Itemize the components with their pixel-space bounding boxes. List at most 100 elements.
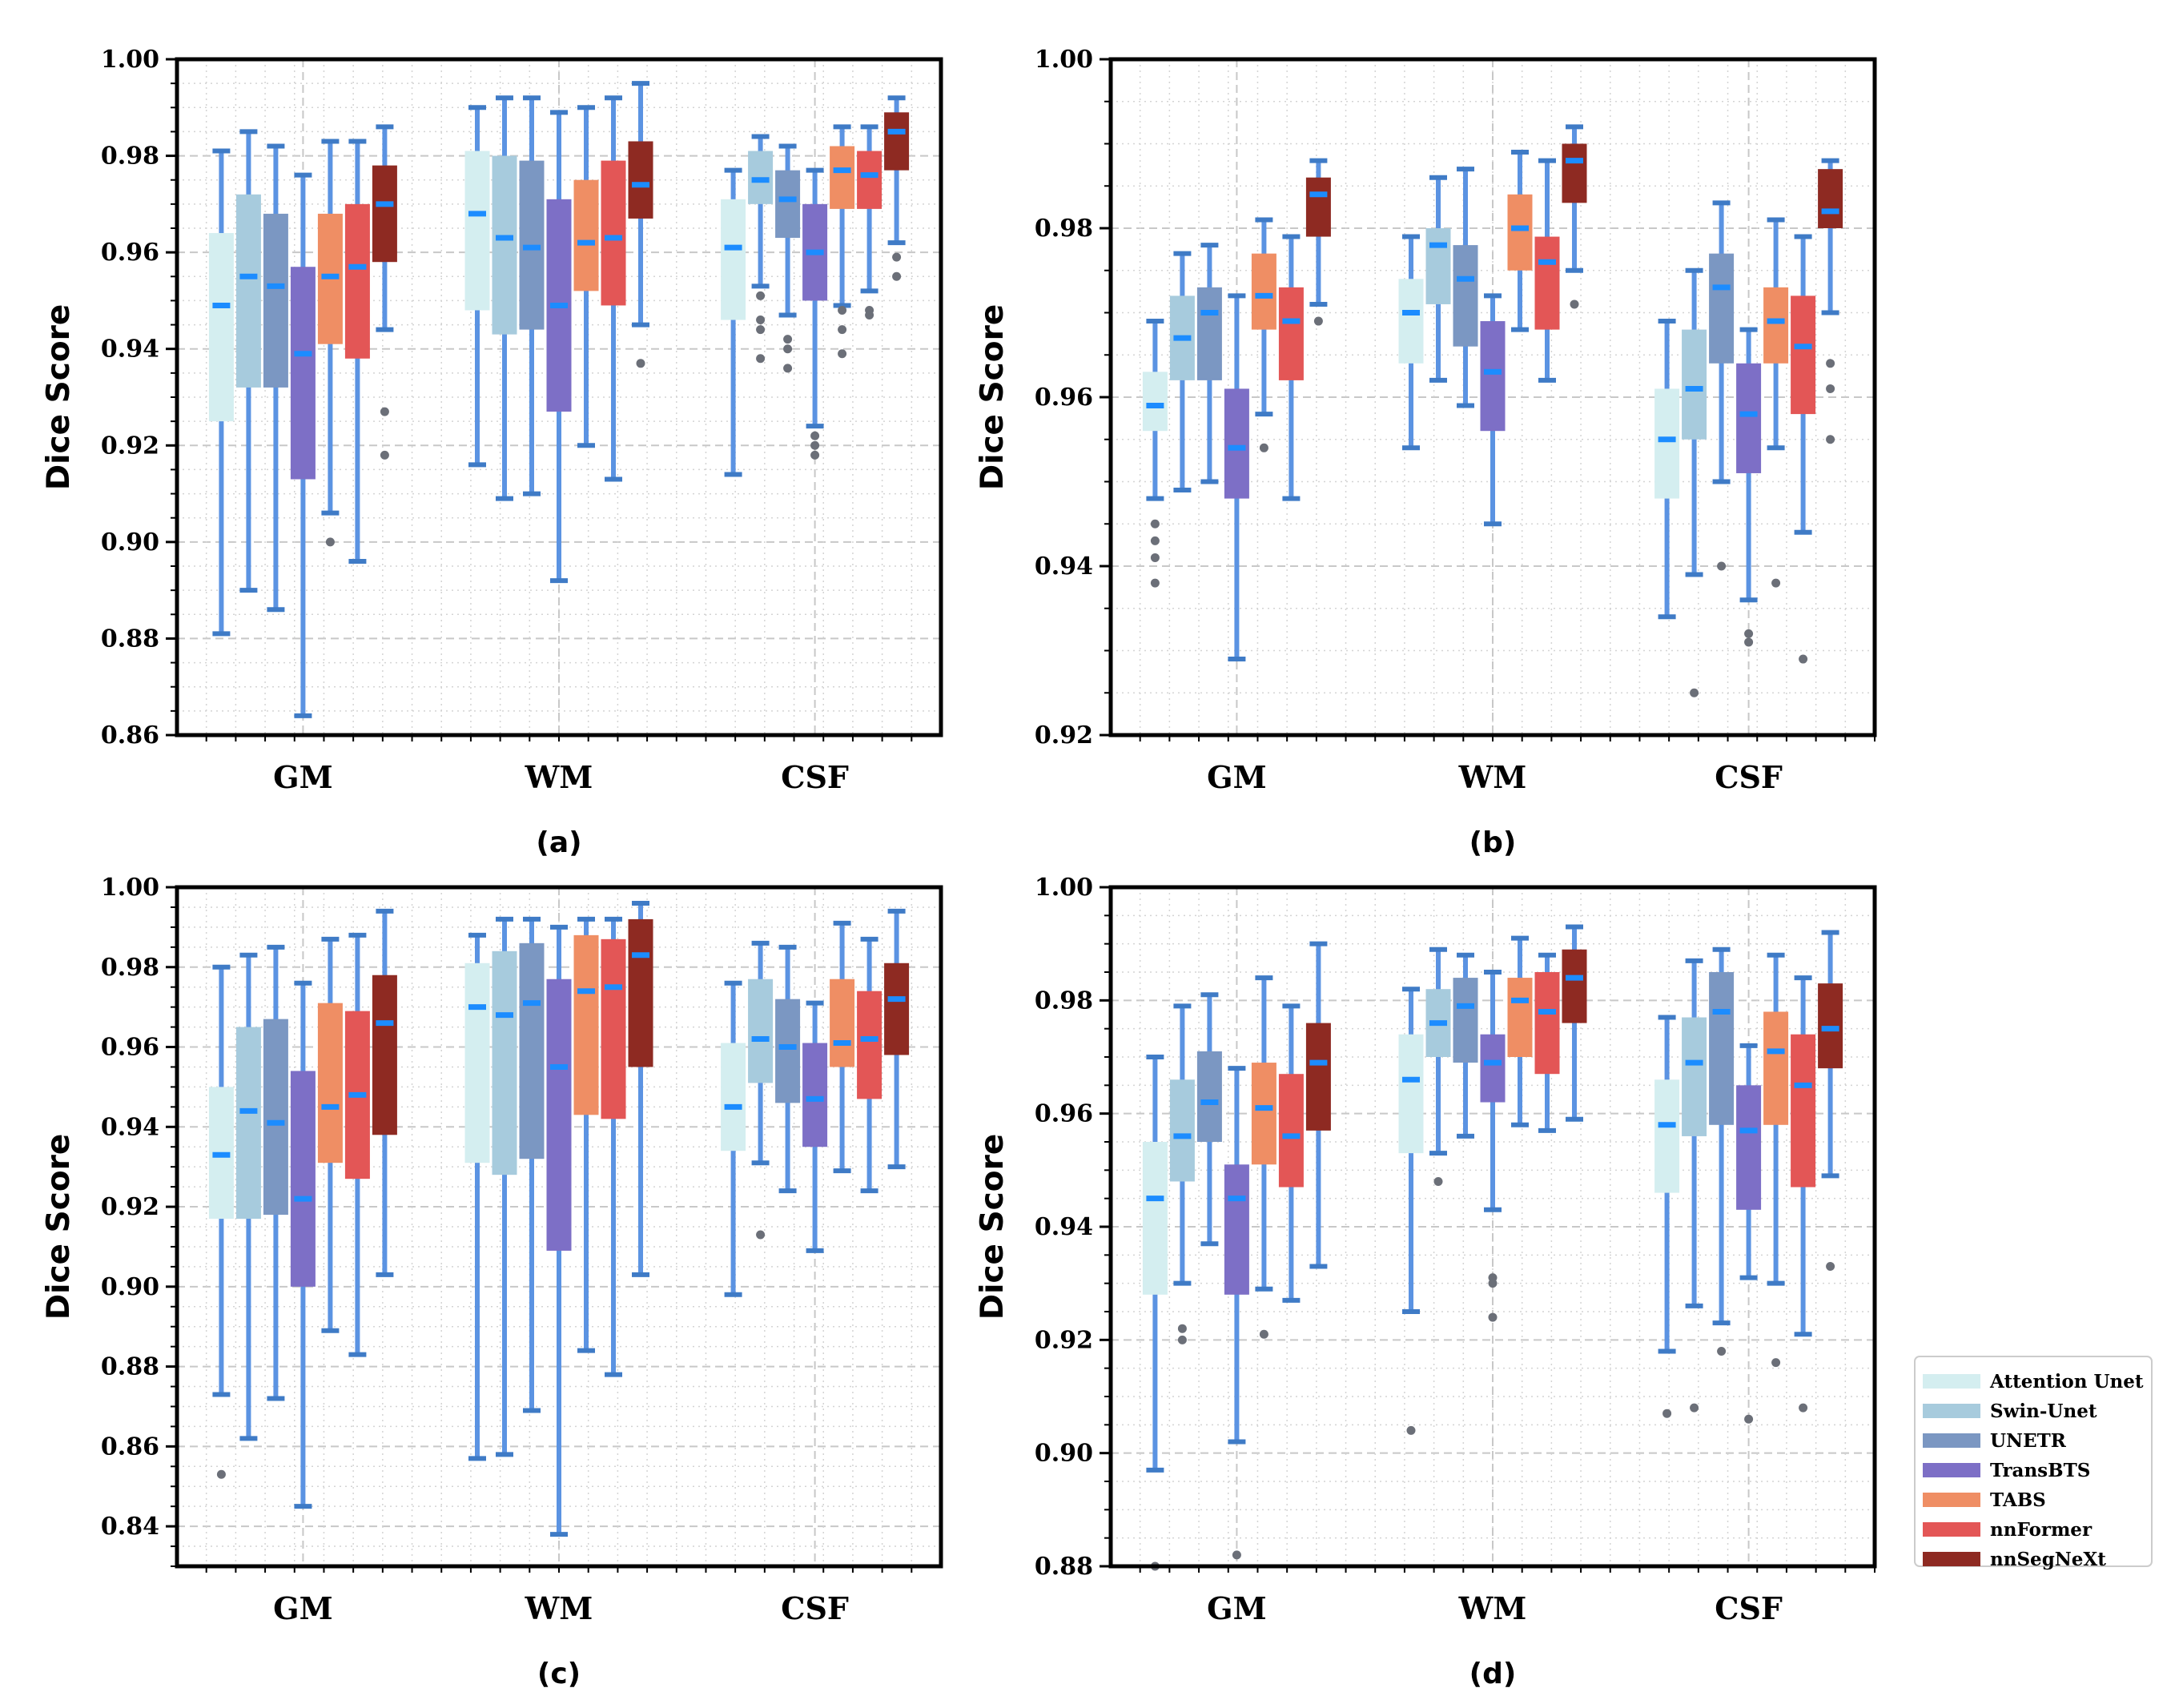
outlier-point xyxy=(1826,435,1835,444)
box xyxy=(573,934,599,1115)
box xyxy=(290,267,316,480)
y-tick-label: 0.90 xyxy=(1035,1440,1093,1468)
box xyxy=(1534,972,1560,1075)
x-tick-label: WM xyxy=(1458,1590,1527,1626)
box xyxy=(830,979,855,1067)
box xyxy=(1305,1023,1331,1131)
legend-swatch xyxy=(1923,1433,1980,1448)
box xyxy=(1507,978,1533,1057)
y-axis-label: Dice Score xyxy=(975,1134,1011,1320)
box xyxy=(235,194,261,388)
box xyxy=(317,1003,343,1163)
box xyxy=(573,179,599,291)
outlier-point xyxy=(1744,637,1754,647)
box xyxy=(492,155,517,335)
box xyxy=(628,918,653,1067)
outlier-point xyxy=(1177,1335,1187,1344)
box xyxy=(1278,1074,1304,1188)
x-tick-label: CSF xyxy=(1715,1590,1783,1626)
outlier-point xyxy=(1232,1550,1241,1560)
box xyxy=(628,141,653,219)
outlier-point xyxy=(838,325,847,335)
box xyxy=(1453,978,1478,1063)
box xyxy=(1763,287,1789,364)
legend-swatch xyxy=(1923,1374,1980,1389)
box xyxy=(1507,194,1533,271)
x-tick-label: WM xyxy=(525,759,593,795)
outlier-point xyxy=(838,349,847,359)
box xyxy=(1480,1034,1506,1103)
outlier-point xyxy=(756,315,766,325)
box xyxy=(372,165,397,263)
outlier-point xyxy=(1488,1279,1498,1288)
box xyxy=(1224,388,1249,499)
legend-label: nnFormer xyxy=(1990,1519,2093,1541)
x-tick-label: CSF xyxy=(1715,759,1783,795)
box xyxy=(830,146,855,209)
outlier-point xyxy=(892,271,902,281)
outlier-point xyxy=(1259,443,1268,452)
box xyxy=(1562,949,1587,1023)
box xyxy=(1654,388,1680,499)
box xyxy=(1709,253,1735,364)
box xyxy=(1562,143,1587,203)
box xyxy=(1305,177,1331,237)
box xyxy=(235,1027,261,1220)
y-tick-label: 0.90 xyxy=(101,1273,159,1301)
outlier-point xyxy=(783,344,793,354)
box xyxy=(775,170,801,239)
y-tick-label: 0.86 xyxy=(101,1433,159,1461)
outlier-point xyxy=(1826,1261,1835,1271)
legend: Attention Unet Swin-Unet UNETR TransBTS TABS… xyxy=(1914,1356,2153,1570)
panel-a: 0.86 0.88 0.90 0.92 0.94 0.96 0.98 1.00 GM WM CSF D… xyxy=(41,46,943,859)
box xyxy=(1818,169,1843,228)
legend-swatch xyxy=(1923,1493,1980,1507)
outlier-point xyxy=(380,407,389,416)
outlier-point xyxy=(1690,1403,1699,1413)
y-tick-label: 0.96 xyxy=(101,239,159,267)
outlier-point xyxy=(892,252,902,262)
box xyxy=(1736,1085,1762,1210)
y-tick-label: 1.00 xyxy=(101,46,159,74)
outlier-point xyxy=(756,291,766,300)
outlier-point xyxy=(325,537,335,547)
outlier-point xyxy=(1488,1312,1498,1322)
x-tick-label: WM xyxy=(525,1590,593,1626)
outlier-point xyxy=(1717,1346,1727,1356)
outlier-point xyxy=(216,1469,226,1479)
box xyxy=(208,233,234,422)
y-tick-label: 0.92 xyxy=(101,432,159,460)
outlier-point xyxy=(1826,384,1835,393)
y-tick-label: 1.00 xyxy=(1035,874,1093,902)
y-tick-label: 0.88 xyxy=(101,625,159,653)
box xyxy=(290,1071,316,1287)
box xyxy=(344,203,370,359)
box xyxy=(1791,1034,1816,1188)
outlier-point xyxy=(1771,578,1781,588)
y-tick-label: 0.98 xyxy=(101,143,159,171)
box xyxy=(464,963,490,1163)
legend-label: Swin-Unet xyxy=(1990,1401,2097,1422)
outlier-point xyxy=(1406,1425,1416,1435)
outlier-point xyxy=(810,450,820,460)
y-tick-label: 0.86 xyxy=(101,721,159,750)
x-tick-label: CSF xyxy=(781,1590,849,1626)
panel-caption: (d) xyxy=(1469,1658,1517,1690)
box xyxy=(857,991,882,1099)
y-tick-label: 0.94 xyxy=(1035,1213,1093,1241)
box xyxy=(1736,363,1762,473)
outlier-point xyxy=(810,440,820,450)
box xyxy=(1142,1142,1168,1295)
x-tick-label: CSF xyxy=(781,759,849,795)
panel-c: 0.84 0.86 0.88 0.90 0.92 0.94 0.96 0.98 1.00 GM WM… xyxy=(41,874,943,1690)
box xyxy=(1251,1063,1276,1165)
outlier-point xyxy=(1662,1409,1672,1418)
x-tick-label: GM xyxy=(273,1590,333,1626)
outlier-point xyxy=(1150,553,1160,562)
y-axis-label: Dice Score xyxy=(41,304,77,491)
x-tick-label: GM xyxy=(1207,1590,1267,1626)
y-tick-label: 1.00 xyxy=(1035,46,1093,74)
box xyxy=(464,151,490,311)
box xyxy=(1791,295,1816,415)
